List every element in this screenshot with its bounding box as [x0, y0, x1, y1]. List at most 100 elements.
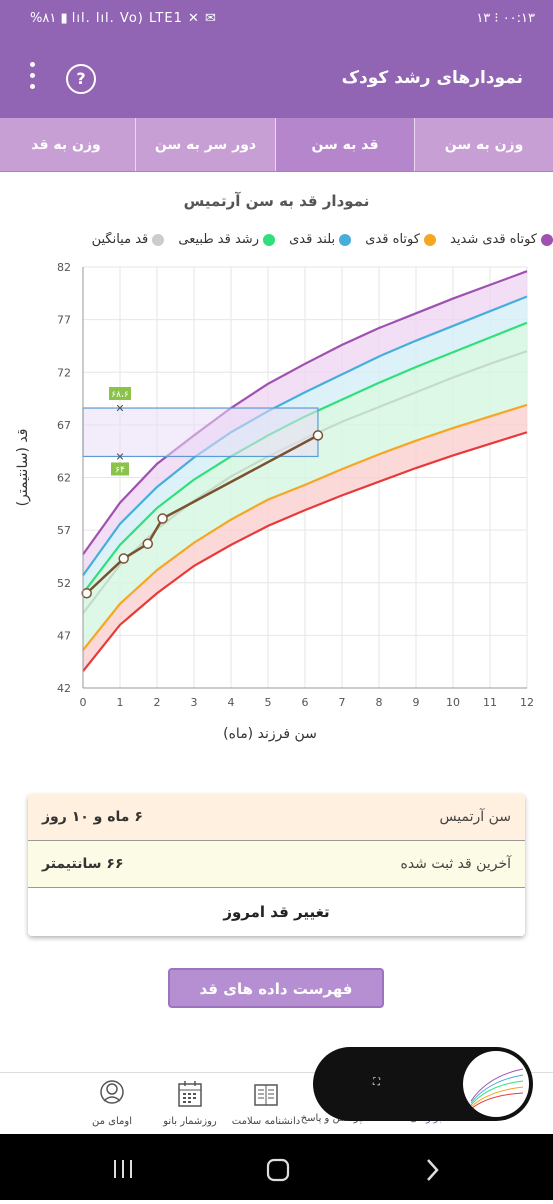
nav-label: پرسش و پاسخ — [300, 1113, 362, 1124]
home-icon[interactable] — [266, 1158, 290, 1182]
y-tick-label: 57 — [57, 524, 71, 537]
tab-weight-height[interactable]: وزن به قد — [31, 136, 101, 153]
legend-label: رشد قد طبیعی — [178, 232, 259, 247]
x-axis-label: سن فرزند (ماه) — [223, 726, 317, 742]
nav-item-calendar[interactable]: روزشمار بانو — [160, 1077, 220, 1127]
height-label: آخرین قد ثبت شده — [400, 856, 512, 872]
child-height-point — [118, 553, 129, 564]
nav-label: روزشمار بانو — [163, 1116, 217, 1127]
system-nav-icons — [114, 1158, 439, 1182]
band-line-yellow — [82, 403, 528, 651]
more-menu-icon[interactable] — [28, 62, 38, 96]
y-tick-label: 42 — [57, 682, 71, 695]
x-tick-label: 3 — [191, 696, 198, 709]
legend-dot-icon — [339, 233, 352, 246]
legend-label: کوتاه قدی شدید — [450, 232, 537, 247]
nav-label: دانشنامه سلامت — [231, 1116, 301, 1127]
nav-item-encyclopedia[interactable]: دانشنامه سلامت — [228, 1077, 304, 1127]
x-tick-label: 2 — [154, 696, 161, 709]
legend-item[interactable]: کوتاه قدی — [365, 232, 436, 247]
system-nav-bar — [0, 1134, 553, 1200]
band-fill — [83, 351, 527, 651]
tab-head-age[interactable]: دور سر به سن — [135, 118, 275, 171]
band-fill — [83, 296, 527, 594]
x-tick-label: 4 — [228, 696, 235, 709]
child-height-point — [81, 588, 92, 599]
x-tick-label: 7 — [339, 696, 346, 709]
x-tick-label: 8 — [376, 696, 383, 709]
calendar-icon — [178, 1081, 202, 1107]
book-icon — [254, 1084, 278, 1106]
chart-legend: کوتاه قدی شدید کوتاه قدی بلند قدی رشد قد… — [0, 232, 553, 254]
age-value: ۶ ماه و ۱۰ روز — [42, 809, 143, 825]
legend-dot-icon — [152, 233, 165, 246]
band-fill — [83, 322, 527, 614]
info-card: سن آرتمیس ۶ ماه و ۱۰ روز آخرین قد ثبت شد… — [28, 794, 525, 936]
range-top-marker: ✕ — [115, 402, 124, 415]
nav-label: اومای من — [92, 1116, 132, 1127]
x-tick-label: 9 — [413, 696, 420, 709]
avatar-icon — [100, 1080, 124, 1104]
height-row: آخرین قد ثبت شده ۶۶ سانتیمتر — [28, 841, 525, 888]
x-tick-label: 12 — [520, 696, 534, 709]
back-icon[interactable] — [427, 1159, 439, 1181]
chart-thumbnail-icon — [470, 1068, 524, 1110]
chart-title: نمودار قد به سن آرتمیس — [183, 192, 370, 210]
range-top-label: ۶۸،۶ — [111, 390, 129, 400]
expand-icon[interactable]: ⛶ — [373, 1077, 380, 1088]
child-height-point — [312, 430, 324, 441]
tab-weight-age[interactable]: وزن به سن — [414, 118, 553, 171]
band-line-blue — [82, 295, 528, 577]
change-height-button[interactable]: تغییر قد امروز — [28, 888, 525, 936]
status-clock: ۱۳ ⁝ ۰۰:۱۳ — [476, 11, 535, 26]
band-line-red — [82, 431, 528, 672]
status-bar: %۸۱ ▮ lıl. lıl. Vo) LTE1 ✕ ✉ ۱۳ ⁝ ۰۰:۱۳ — [0, 0, 553, 40]
chart-thumbnail[interactable] — [463, 1051, 529, 1117]
legend-dot-icon — [423, 233, 436, 246]
band-fill — [83, 404, 527, 672]
status-icons-left: %۸۱ ▮ lıl. lıl. Vo) LTE1 ✕ ✉ — [30, 11, 217, 26]
height-list-button[interactable]: فهرست داده های قد آرتمیس — [168, 968, 384, 1036]
x-tick-label: 1 — [117, 696, 124, 709]
floating-window[interactable]: ⛶ — [313, 1047, 533, 1121]
height-value: ۶۶ سانتیمتر — [42, 856, 124, 872]
nav-item-my-profile[interactable]: اومای من — [82, 1077, 142, 1127]
app-bar: ? نمودارهای رشد کودک — [0, 40, 553, 118]
band-line-purple — [82, 270, 528, 555]
range-bottom-label-bg — [111, 462, 129, 476]
legend-item[interactable]: رشد قد طبیعی — [178, 232, 275, 247]
x-tick-label: 0 — [80, 696, 87, 709]
x-tick-label: 11 — [483, 696, 497, 709]
y-tick-label: 77 — [57, 314, 71, 327]
legend-item[interactable]: بلند قدی — [289, 232, 352, 247]
nav-item-qa[interactable]: پرسش و پاسخ — [300, 1077, 362, 1124]
legend-dot-icon — [541, 233, 553, 246]
help-icon[interactable]: ? — [66, 64, 96, 94]
y-tick-label: 82 — [57, 261, 71, 274]
y-tick-label: 47 — [57, 629, 71, 642]
legend-label: قد میانگین — [91, 232, 149, 247]
legend-item[interactable]: کوتاه قدی شدید — [450, 232, 553, 247]
x-tick-label: 6 — [302, 696, 309, 709]
x-tick-label: 5 — [265, 696, 272, 709]
tab-height-age[interactable]: قد به سن — [275, 118, 414, 171]
y-tick-label: 62 — [57, 472, 71, 485]
range-bottom-marker: ✕ — [115, 450, 124, 463]
x-tick-label: 10 — [446, 696, 460, 709]
age-row: سن آرتمیس ۶ ماه و ۱۰ روز — [28, 794, 525, 841]
legend-dot-icon — [262, 233, 275, 246]
legend-item[interactable]: قد میانگین — [92, 232, 165, 247]
child-height-point — [142, 538, 153, 550]
range-bottom-label: ۶۴ — [115, 465, 125, 475]
y-axis-label: قد (سانتیمتر) — [15, 429, 31, 507]
highlight-range-box — [82, 407, 319, 458]
y-tick-label: 72 — [57, 366, 71, 379]
band-fill — [83, 271, 527, 576]
page-title: نمودارهای رشد کودک — [341, 68, 523, 88]
chart-tabs: وزن به سن قد به سن دور سر به سن وزن به ق… — [0, 118, 553, 172]
legend-label: کوتاه قدی — [365, 232, 420, 247]
y-tick-label: 67 — [57, 419, 71, 432]
recent-apps-icon[interactable] — [114, 1160, 132, 1178]
y-tick-label: 52 — [57, 577, 71, 590]
